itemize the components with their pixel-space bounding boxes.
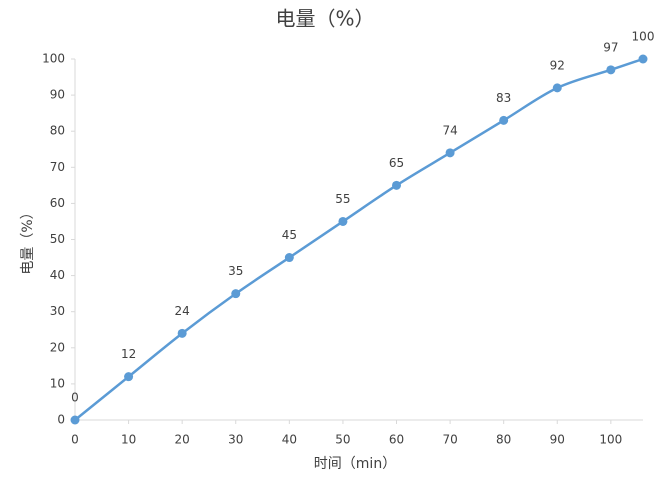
x-tick-label: 70 (442, 433, 457, 447)
y-tick-label: 20 (50, 340, 65, 354)
data-label: 65 (389, 156, 404, 170)
data-label: 83 (496, 91, 511, 105)
point (70, 415, 80, 425)
data-label: 92 (550, 58, 565, 72)
x-tick-label: 100 (599, 433, 622, 447)
data-label: 74 (442, 123, 457, 137)
x-tick-label: 80 (496, 433, 511, 447)
data-label: 97 (603, 40, 618, 54)
y-axis-title: 电量（%） (20, 205, 36, 274)
x-tick-label: 50 (335, 433, 350, 447)
data-label: 24 (175, 304, 190, 318)
y-tick-label: 60 (50, 196, 65, 210)
x-tick-label: 10 (121, 433, 136, 447)
y-tick-label: 80 (50, 124, 65, 138)
line (74, 57, 644, 421)
y-tick-label: 50 (50, 232, 65, 246)
point (124, 372, 134, 382)
point (445, 148, 455, 158)
point (392, 180, 402, 190)
data-label: 100 (632, 30, 655, 44)
point (231, 289, 241, 299)
data-label: 35 (228, 264, 243, 278)
x-tick-label: 20 (175, 433, 190, 447)
point (177, 328, 187, 338)
y-tick-label: 30 (50, 304, 65, 318)
x-tick-label: 90 (550, 433, 565, 447)
point (552, 83, 562, 93)
data-label: 45 (282, 228, 297, 242)
x-axis-title: 时间（min） (314, 456, 396, 472)
x-tick-label: 0 (71, 433, 79, 447)
data-label: 12 (121, 347, 136, 361)
y-tick-label: 100 (42, 52, 65, 66)
point (284, 253, 294, 263)
chart-title: 电量（%） (275, 7, 374, 31)
point (606, 65, 616, 75)
point (638, 54, 648, 64)
y-tick-label: 70 (50, 160, 65, 174)
data-label: 55 (335, 192, 350, 206)
x-tick-label: 30 (228, 433, 243, 447)
point (338, 216, 348, 226)
point (499, 115, 509, 125)
y-tick-label: 0 (57, 413, 65, 427)
y-tick-label: 10 (50, 376, 65, 390)
x-tick-label: 60 (389, 433, 404, 447)
x-tick-label: 40 (282, 433, 297, 447)
y-tick-label: 40 (50, 268, 65, 282)
data-label: 0 (71, 391, 79, 405)
y-tick-label: 90 (50, 88, 65, 102)
